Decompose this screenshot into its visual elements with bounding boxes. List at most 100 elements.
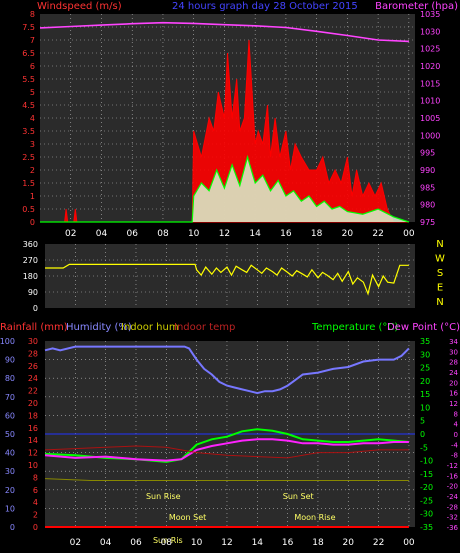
- average-line: [40, 154, 410, 223]
- temperature-tick: 15: [420, 390, 430, 399]
- x-tick-label: 06: [130, 538, 142, 548]
- dewpoint-tick: 0: [454, 431, 458, 439]
- windspeed-tick-labels: 0 0.5 1 1.5 2 2.5 3 3.5 4 4.5 5 5.5 6 6.5 7 7.5 8: [22, 10, 35, 227]
- humidity-line: [44, 345, 410, 395]
- windspeed-tick: 1: [30, 192, 35, 201]
- gust-area: [40, 39, 409, 223]
- rainfall-tick: 8: [33, 473, 38, 482]
- dewpoint-tick: -12: [447, 462, 458, 470]
- temperature-tick: -35: [420, 523, 433, 532]
- annotation-label: Moon Rise: [294, 513, 335, 522]
- rainfall-tick: 18: [28, 411, 38, 420]
- compass-label: E: [437, 283, 443, 294]
- dewpoint-tick: -8: [451, 452, 458, 460]
- dewpoint-tick: 30: [449, 348, 458, 356]
- barometer-tick: 1015: [420, 79, 440, 88]
- dewpoint-tick: 24: [449, 369, 458, 377]
- direction-tick: 0: [33, 304, 38, 313]
- windspeed-tick: 2: [30, 166, 35, 175]
- x-tick-label: 12: [221, 538, 232, 548]
- dewpoint-tick: -24: [447, 493, 459, 501]
- rainfall-tick: 0: [33, 523, 38, 532]
- x-tick-label: 16: [282, 538, 294, 548]
- x-tick-label: 06: [126, 229, 138, 239]
- temperature-tick: 35: [420, 337, 430, 346]
- annotation-label: Sun Rise: [146, 492, 181, 501]
- x-tick-label: 16: [280, 229, 292, 239]
- x-tick-label: 14: [252, 538, 264, 548]
- dewpoint-tick: -20: [447, 483, 458, 491]
- x-tick-label: 14: [249, 229, 261, 239]
- rainfall-tick: 14: [28, 436, 38, 445]
- direction-tick: 270: [23, 256, 38, 265]
- rainfall-tick: 20: [28, 399, 38, 408]
- rainfall-tick: 6: [33, 486, 38, 495]
- dewpoint-tick: 8: [454, 410, 458, 418]
- temperature-tick: -25: [420, 496, 433, 505]
- x-tick-label: 20: [342, 229, 354, 239]
- temp-humidity-x-tick-labels: 02 04 06 08 10 12 14 16 18 20 22 00: [70, 538, 415, 548]
- x-tick-label: 04: [96, 229, 108, 239]
- windspeed-tick: 6.5: [22, 49, 35, 58]
- barometer-tick-labels: 975 980 985 990 995 1000 1005 1010 1015 1020 1025 1…: [420, 10, 440, 227]
- dewpoint-tick: -32: [447, 514, 458, 522]
- humidity-tick: 20: [5, 486, 15, 495]
- rainfall-tick: 12: [28, 449, 38, 458]
- rainfall-tick: 24: [28, 374, 38, 383]
- x-tick-label: 12: [219, 229, 230, 239]
- humidity-tick: 100: [0, 337, 15, 346]
- barometer-tick: 1005: [420, 114, 440, 123]
- windspeed-tick: 6: [30, 62, 35, 71]
- rainfall-tick: 30: [28, 337, 38, 346]
- temperature-tick: 10: [420, 403, 430, 412]
- rainfall-tick: 2: [33, 511, 38, 520]
- temperature-tick: 5: [420, 417, 425, 426]
- compass-label: N: [436, 297, 443, 308]
- dewpoint-tick: 28: [449, 359, 458, 367]
- temperature-axis-title: Temperature (°C): [311, 322, 398, 333]
- humidity-tick: 70: [5, 393, 15, 402]
- windspeed-tick: 7: [30, 36, 35, 45]
- barometer-tick: 1025: [420, 45, 440, 54]
- x-tick-label: 22: [372, 229, 383, 239]
- x-tick-label: 18: [311, 229, 323, 239]
- dewpoint-tick: -4: [451, 441, 459, 449]
- temp-humidity-grid: [45, 341, 415, 527]
- dewpoint-tick: -28: [447, 503, 458, 511]
- barometer-tick: 980: [420, 201, 435, 210]
- dewpoint-tick: 4: [454, 421, 459, 429]
- humidity-tick: 30: [5, 467, 15, 476]
- temperature-tick: 0: [420, 430, 425, 439]
- annotation-label: Sun Ris: [153, 536, 183, 545]
- temperature-tick: -10: [420, 457, 433, 466]
- compass-label: S: [437, 268, 443, 279]
- direction-tick: 90: [28, 288, 38, 297]
- windspeed-tick: 0.5: [22, 205, 35, 214]
- wind-direction-grid: [45, 244, 415, 308]
- compass-label: W: [435, 254, 445, 265]
- barometer-tick: 990: [420, 166, 435, 175]
- dewpoint-tick: -36: [447, 524, 459, 532]
- x-tick-label: 02: [70, 538, 81, 548]
- windspeed-tick: 5: [30, 88, 35, 97]
- dewpoint-axis-title: Dew Point (°C): [387, 322, 460, 333]
- windspeed-tick: 0: [30, 218, 35, 227]
- barometer-tick: 975: [420, 218, 435, 227]
- barometer-tick: 1010: [420, 97, 440, 106]
- x-tick-label: 18: [312, 538, 324, 548]
- dewpoint-tick: 20: [449, 379, 458, 387]
- windspeed-tick: 8: [30, 10, 35, 19]
- dewpoint-tick: -16: [447, 472, 459, 480]
- humidity-tick: 90: [5, 356, 15, 365]
- x-tick-label: 00: [403, 229, 415, 239]
- barometer-tick: 1020: [420, 62, 440, 71]
- x-tick-label: 20: [343, 538, 355, 548]
- windspeed-tick: 4.5: [22, 101, 35, 110]
- wind_direction-line: [45, 263, 409, 296]
- annotation-label: Sun Set: [283, 492, 314, 501]
- windspeed-tick: 1.5: [22, 179, 35, 188]
